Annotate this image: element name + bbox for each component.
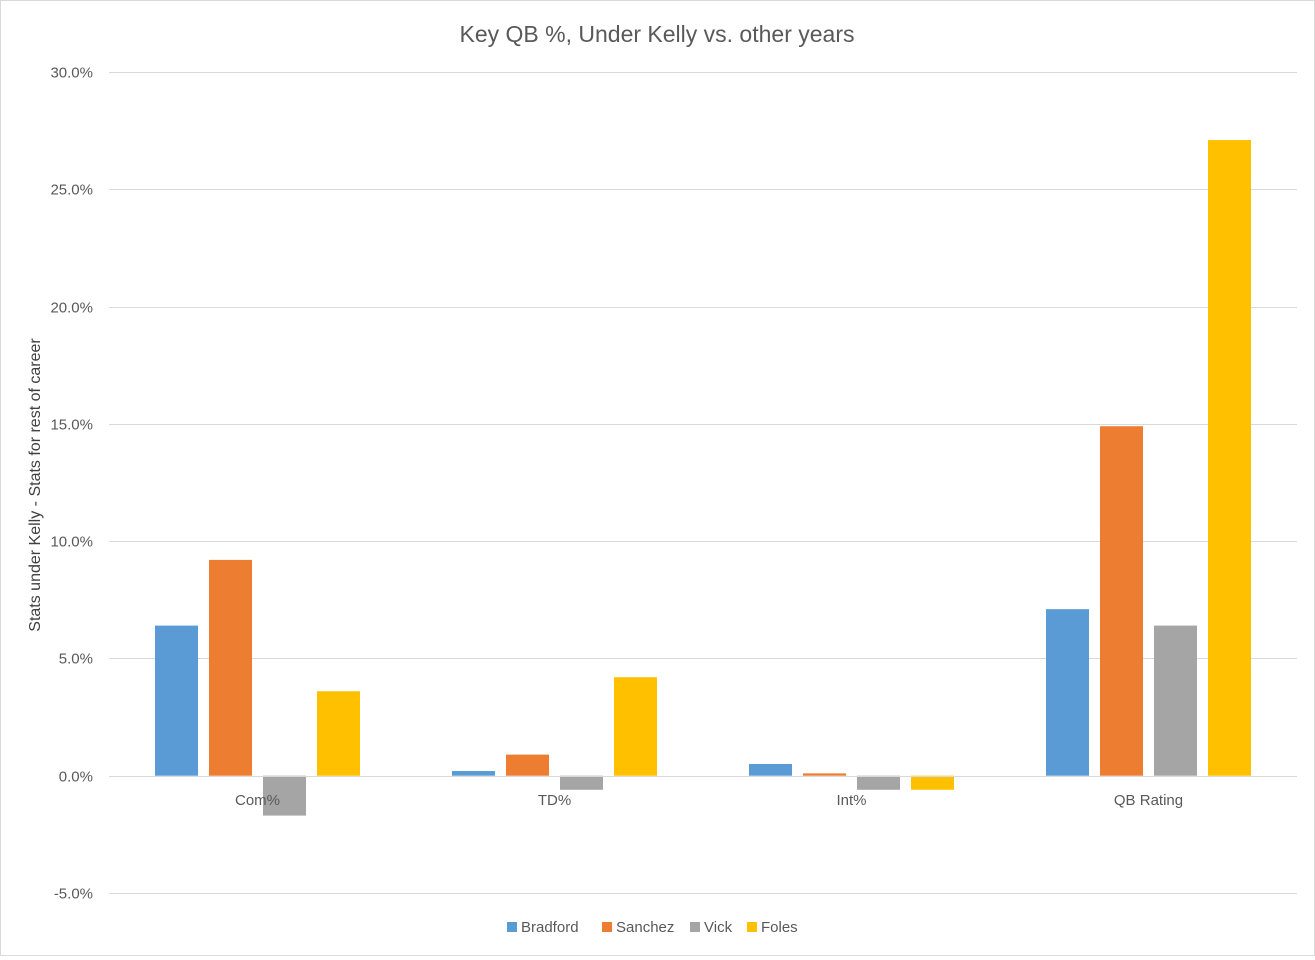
bar-foles: [614, 677, 657, 776]
bar-sanchez: [209, 559, 252, 776]
x-axis-category-labels: Com% TD% Int% QB Rating: [235, 792, 1183, 809]
bar-vick: [1154, 625, 1197, 776]
legend-label-bradford: Bradford: [521, 919, 579, 936]
y-tick-label: 20.0%: [50, 300, 93, 317]
y-tick-label: -5.0%: [54, 886, 93, 903]
legend-label-sanchez: Sanchez: [616, 919, 674, 936]
bar-bradford: [155, 625, 198, 776]
y-tick-label: 25.0%: [50, 182, 93, 199]
bar-sanchez: [1100, 426, 1143, 776]
chart-title: Key QB %, Under Kelly vs. other years: [460, 21, 855, 47]
bar-foles: [1208, 140, 1251, 776]
legend-swatch-sanchez: [602, 922, 612, 932]
bar-vick: [857, 775, 900, 790]
y-tick-label: 10.0%: [50, 534, 93, 551]
legend-swatch-foles: [747, 922, 757, 932]
y-tick-label: 5.0%: [59, 651, 93, 668]
bar-vick: [263, 775, 306, 816]
legend-swatch-vick: [690, 922, 700, 932]
y-tick-label: 15.0%: [50, 417, 93, 434]
bar-foles: [911, 775, 954, 790]
legend-label-foles: Foles: [761, 919, 798, 936]
legend-swatch-bradford: [507, 922, 517, 932]
bar-bradford: [1046, 609, 1089, 776]
bar-sanchez: [803, 773, 846, 776]
bar-bradford: [452, 771, 495, 776]
x-category-label: TD%: [538, 792, 571, 809]
y-axis-title: Stats under Kelly - Stats for rest of ca…: [27, 338, 44, 632]
bar-bradford: [749, 763, 792, 776]
bar-sanchez: [506, 754, 549, 776]
x-category-label: QB Rating: [1114, 792, 1183, 809]
x-category-label: Int%: [836, 792, 866, 809]
x-category-label: Com%: [235, 792, 280, 809]
legend: Bradford Sanchez Vick Foles: [507, 919, 798, 936]
legend-label-vick: Vick: [704, 919, 733, 936]
bar-vick: [560, 775, 603, 790]
y-axis-tick-labels: -5.0% 0.0% 5.0% 10.0% 15.0% 20.0% 25.0% 30.0%: [50, 65, 93, 903]
y-tick-label: 0.0%: [59, 769, 93, 786]
bars: [109, 140, 1297, 816]
y-tick-label: 30.0%: [50, 65, 93, 82]
bar-foles: [317, 691, 360, 776]
